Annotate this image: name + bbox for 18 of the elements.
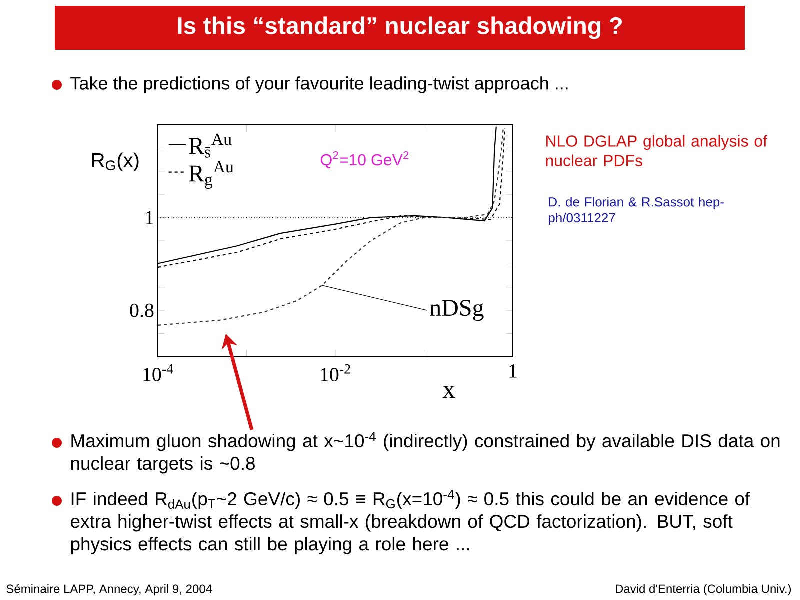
annotation: nDSg	[430, 300, 484, 322]
x-tick-label: 1	[510, 364, 517, 378]
text: Take the predictions of your favourite leading-twist approach ...	[70, 76, 568, 94]
text: David d'Enterria (Columbia Univ.)	[616, 584, 792, 596]
text: Maximum gluon shadowing at x~10$^{-4}$ (indirectly) constrained by available DIS data on nuclear targets is ~0.8	[71, 432, 780, 474]
x-tick-label: 10$^{-2}$	[321, 364, 350, 382]
text: IF indeed R$_{dAu}$(p$_{T}$~2 GeV/c) ≈ 0.5 ≡ R$_{G}$(x=10$^{-4}$) ≈ 0.5 this could be an evidence of extra higher-twist effects at small-x (breakdown of QCD factorization). BUT, soft physics effects can still be playing a role here ...	[70, 490, 750, 554]
legend-label: R$_{g}$Au	[189, 161, 234, 189]
text: D. de Florian & R.Sassot hep-ph/0311227	[549, 197, 724, 226]
x-axis-title: x	[442, 386, 456, 398]
y-tick-label: 0.8	[130, 304, 154, 318]
chart-title: Is this “standard” nuclear shadowing ?	[178, 16, 622, 40]
legend-label: R$_{s̄}$Au	[189, 134, 232, 158]
annotation: Q$^{2}$=10 GeV$^{2}$	[320, 151, 409, 169]
y-axis-title: R$_{G}$(x)	[92, 152, 139, 172]
text: NLO DGLAP global analysis of nuclear PDFs	[546, 135, 768, 166]
text: Séminaire LAPP, Annecy, April 9, 2004	[6, 584, 212, 596]
x-tick-label: 10$^{-4}$	[144, 364, 174, 382]
